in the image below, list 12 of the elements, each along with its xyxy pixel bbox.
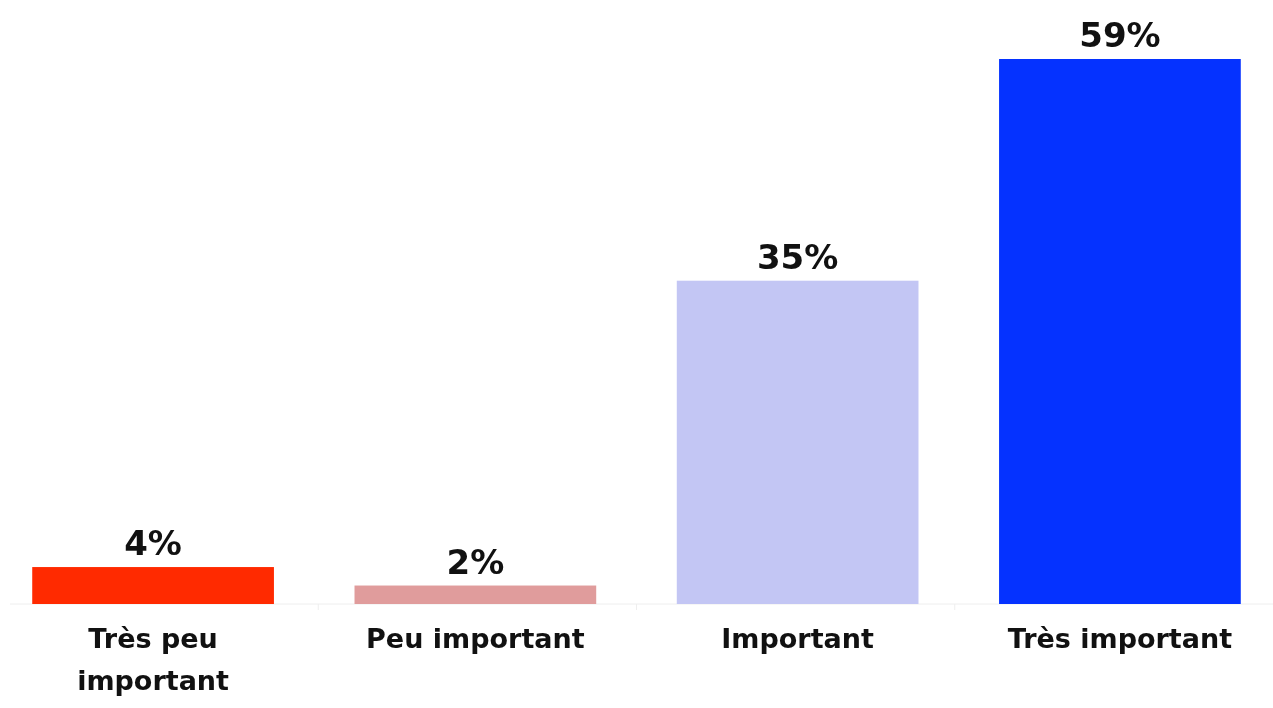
data-label: 35% xyxy=(756,236,839,277)
x-tick-label: Très important xyxy=(1007,623,1233,654)
bar xyxy=(999,59,1241,604)
x-tick-label: Important xyxy=(721,623,875,654)
x-tick-label: Très peu important xyxy=(77,623,230,696)
data-label: 59% xyxy=(1079,15,1161,55)
data-label: 4% xyxy=(124,523,182,564)
data-label: 2% xyxy=(446,541,505,582)
bar xyxy=(32,567,274,604)
bar xyxy=(354,585,597,604)
bar xyxy=(676,280,919,604)
x-tick-label: Peu important xyxy=(366,623,585,654)
